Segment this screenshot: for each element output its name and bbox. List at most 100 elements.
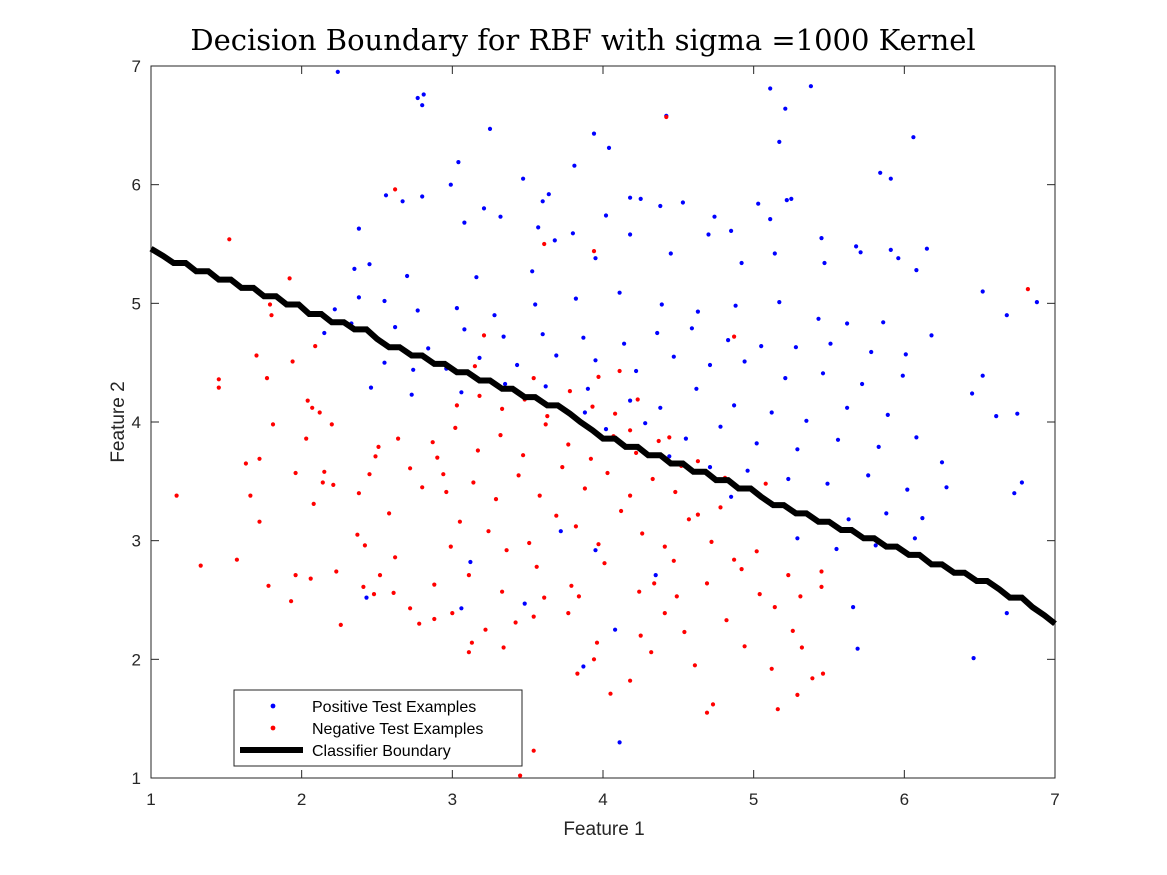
chart-title: Decision Boundary for RBF with sigma =10… [190,23,975,57]
legend-box [233,689,523,767]
negative-point [305,398,310,403]
negative-point [448,544,453,549]
negative-point [634,450,639,455]
negative-point [732,557,737,562]
negative-point [257,456,262,461]
positive-point [851,605,856,610]
positive-point [914,268,919,273]
positive-point [456,160,461,165]
negative-point [361,584,366,590]
positive-point [881,320,886,325]
negative-point [290,359,295,364]
positive-point [712,214,717,219]
positive-point [759,344,764,349]
positive-point [819,236,824,241]
negative-point [257,519,262,524]
positive-point [878,170,883,175]
positive-point [825,481,830,486]
negative-point [602,561,607,566]
negative-point [355,532,360,537]
negative-point [724,618,729,623]
positive-point [593,358,598,363]
negative-point [289,599,294,604]
positive-point [822,260,827,266]
classifier-boundary-line [149,246,1057,627]
data-markers [174,69,1039,778]
negative-point [662,611,667,616]
positive-point [606,145,612,150]
negative-point [732,334,737,339]
positive-point [554,353,559,358]
negative-point [566,611,571,616]
positive-point [533,302,538,307]
positive-point [481,206,487,211]
negative-point [686,517,692,522]
positive-point [980,373,985,378]
negative-point [329,422,334,427]
positive-point [382,360,387,365]
positive-point [322,330,327,336]
positive-point [726,338,731,343]
positive-point [795,447,800,452]
negative-point [671,558,676,563]
negative-point [293,573,298,578]
positive-point [582,410,588,415]
negative-point [356,491,361,496]
positive-point [784,198,789,203]
x-tick-label: 5 [749,790,758,809]
negative-point [264,376,270,381]
positive-point [638,196,643,201]
positive-point [980,289,985,294]
positive-point [409,392,414,397]
negative-point [477,393,482,398]
positive-point [593,548,598,553]
positive-point [777,139,782,144]
positive-point [754,441,759,446]
negative-point [450,611,455,616]
negative-point [304,436,309,441]
positive-point [769,410,774,415]
positive-point [911,135,916,140]
negative-point [576,594,582,599]
positive-point [733,303,738,308]
negative-point [320,480,325,485]
negative-point [560,465,565,470]
positive-point [884,511,889,516]
negative-point [393,187,398,192]
positive-point [783,106,788,111]
positive-point [772,251,777,256]
positive-point [816,316,821,321]
negative-point [444,489,449,495]
positive-point [462,220,467,225]
negative-point [682,629,687,635]
positive-point [742,359,747,364]
positive-point [706,232,711,237]
positive-point [680,200,686,205]
negative-point [628,678,633,683]
negative-point [542,241,547,247]
positive-point [667,454,672,459]
negative-point [596,542,601,547]
y-tick-label: 7 [132,57,141,76]
positive-point [581,664,586,669]
positive-point [659,302,664,307]
negative-point [498,433,503,438]
positive-point [920,516,925,521]
negative-point [248,493,253,498]
negative-point [628,428,633,433]
positive-point [474,275,479,280]
positive-point [426,346,431,351]
positive-point [515,362,520,368]
negative-point [521,453,526,458]
negative-point [605,470,610,476]
positive-point [400,199,405,204]
positive-point [739,260,744,266]
positive-point [335,69,340,74]
positive-point [695,309,701,314]
positive-point [1012,491,1017,496]
positive-point [671,354,676,359]
positive-point [352,266,357,271]
negative-point [430,440,435,445]
negative-point [569,583,574,588]
negative-point [417,621,422,626]
